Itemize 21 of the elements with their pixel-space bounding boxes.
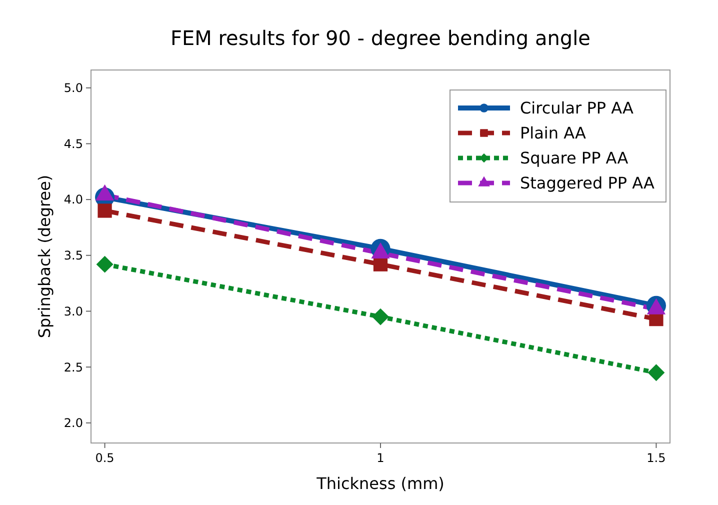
- y-tick-label: 2.5: [64, 360, 83, 374]
- x-axis-title: Thickness (mm): [316, 474, 444, 493]
- legend-label: Square PP AA: [520, 148, 628, 168]
- legend-label: Circular PP AA: [520, 98, 634, 118]
- y-axis-title: Springback (degree): [35, 174, 54, 338]
- x-tick-label: 0.5: [95, 451, 114, 465]
- point: [648, 364, 665, 382]
- y-tick-label: 2.0: [64, 416, 83, 430]
- point: [372, 308, 389, 326]
- y-tick-label: 4.0: [64, 192, 83, 207]
- x-tick-label: 1: [376, 451, 384, 465]
- point: [98, 204, 112, 218]
- legend-label: Staggered PP AA: [520, 174, 654, 193]
- x-tick-label: 1.5: [646, 451, 666, 465]
- chart-title: FEM results for 90 - degree bending angle: [170, 26, 590, 50]
- y-tick-label: 3.5: [64, 248, 83, 263]
- legend-label: Plain AA: [520, 124, 586, 143]
- point: [96, 256, 114, 273]
- y-tick-label: 4.5: [64, 136, 83, 151]
- y-tick-label: 5.0: [64, 81, 83, 96]
- y-tick-label: 3.0: [64, 304, 83, 318]
